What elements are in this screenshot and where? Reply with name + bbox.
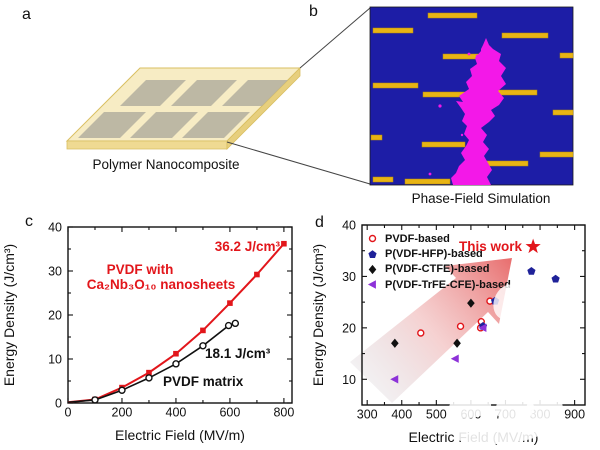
y-tick-label: 0 xyxy=(55,397,62,411)
y-axis-label: Energy Density (J/cm³) xyxy=(310,244,326,386)
annotation-energy-red: 36.2 J/cm³ xyxy=(214,239,280,254)
simulation-image xyxy=(369,6,574,186)
y-tick-label: 20 xyxy=(342,321,356,335)
x-tick-label: 400 xyxy=(166,406,187,420)
callout-line-bottom xyxy=(226,141,371,185)
annotation-pvdf-with: PVDF with xyxy=(106,262,174,277)
x-tick-label: 0 xyxy=(65,406,72,420)
nanocomposite-sheet xyxy=(65,67,302,150)
legend-item: P(VDF-HFP)-based xyxy=(366,246,511,261)
caption-panel-a: Polymer Nanocomposite xyxy=(92,157,240,172)
y-tick-label: 30 xyxy=(48,265,62,279)
x-tick-label: 500 xyxy=(426,408,447,422)
breakdown-path xyxy=(428,38,506,185)
legend-item: P(VDF-TrFE-CFE)-based xyxy=(366,277,511,292)
legend-label: PVDF-based xyxy=(385,232,450,245)
x-tick-label: 600 xyxy=(219,406,240,420)
panel-letter-a: a xyxy=(22,6,31,23)
legend-item: PVDF-based xyxy=(366,231,511,246)
legend-marker-pentagon xyxy=(368,249,377,258)
y-tick-label: 40 xyxy=(342,219,356,233)
y-tick-label: 30 xyxy=(342,270,356,284)
legend: PVDF-based P(VDF-HFP)-based P(VDF-CTFE)-ba… xyxy=(366,231,511,293)
legend-label: P(VDF-CTFE)-based xyxy=(385,263,490,276)
legend-marker-triangle-left xyxy=(367,280,376,290)
legend-label: P(VDF-HFP)-based xyxy=(385,248,483,261)
x-tick-label: 300 xyxy=(357,408,378,422)
panel-letter-d: d xyxy=(315,214,324,231)
x-axis-label: Electric Field (MV/m) xyxy=(115,427,245,443)
legend-marker-circle-open xyxy=(368,234,377,243)
x-tick-label: 200 xyxy=(112,406,133,420)
annotation-nanosheets: Ca₂Nb₃O₁₀ nanosheets xyxy=(86,277,236,292)
caption-panel-b: Phase-Field Simulation xyxy=(411,191,551,206)
x-tick-label: 400 xyxy=(391,408,412,422)
trend-arrow xyxy=(350,258,512,403)
panel-letter-b: b xyxy=(309,3,318,20)
legend-item: P(VDF-CTFE)-based xyxy=(366,262,511,277)
x-tick-label: 900 xyxy=(564,408,585,422)
this-work-label: This work xyxy=(459,239,523,254)
chart-energy-vs-field: 0 200 400 600 800 0 10 20 30 40 Electric Field (MV… xyxy=(1,221,294,444)
legend-marker-diamond xyxy=(368,264,377,275)
annotation-pvdf-matrix: PVDF matrix xyxy=(163,374,244,389)
panel-letter-c: c xyxy=(25,213,33,230)
y-axis-label: Energy Density (J/cm³) xyxy=(1,244,17,386)
y-tick-label: 10 xyxy=(342,373,356,387)
x-tick-label: 800 xyxy=(273,406,294,420)
annotation-energy-black: 18.1 J/cm³ xyxy=(205,346,271,361)
y-tick-label: 20 xyxy=(48,309,62,323)
callout-line-top xyxy=(299,7,371,69)
nanosheet-patches xyxy=(78,80,288,138)
y-tick-label: 10 xyxy=(48,353,62,367)
legend-label: P(VDF-TrFE-CFE)-based xyxy=(385,278,511,291)
y-tick-label: 40 xyxy=(48,221,62,235)
nanosheet-bars xyxy=(370,12,574,185)
